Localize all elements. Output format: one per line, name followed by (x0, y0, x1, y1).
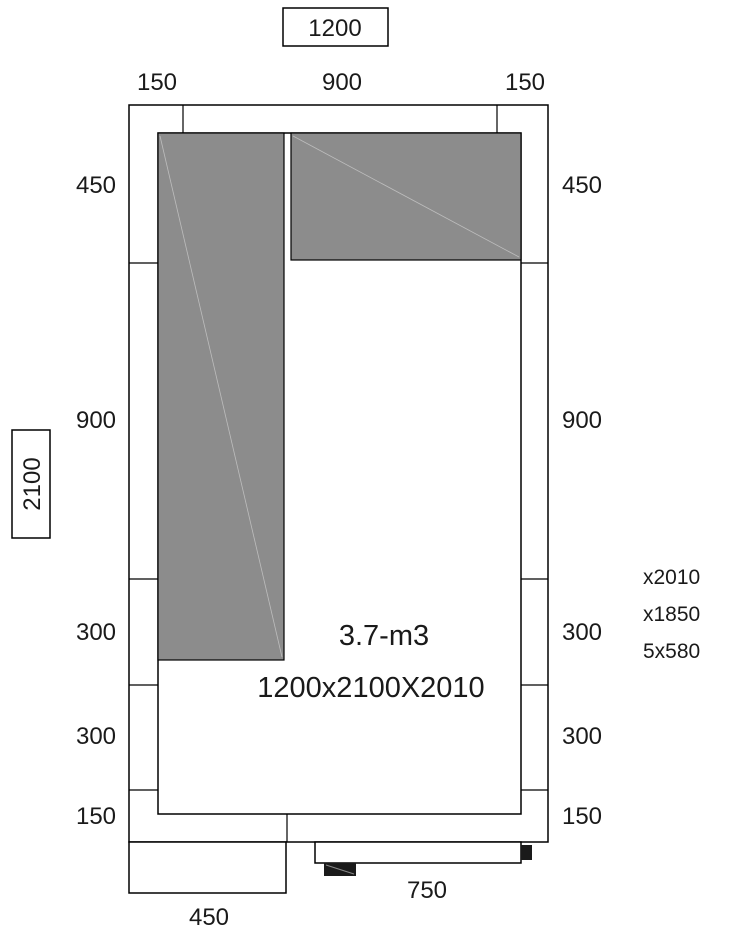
shelf-top-right-diagonal (292, 135, 520, 258)
total-width-box (282, 7, 389, 47)
top-dim-left: 150 (137, 69, 177, 96)
right-dim-1: 450 (562, 172, 602, 199)
left-dim-4: 300 (76, 723, 116, 750)
right-dim-3: 300 (562, 619, 602, 646)
left-dim-5: 150 (76, 803, 116, 830)
right-dim-4: 300 (562, 723, 602, 750)
right-dim-2: 900 (562, 407, 602, 434)
shelf-left-diagonal (159, 135, 283, 658)
right-dim-5: 150 (562, 803, 602, 830)
floor-extension (128, 841, 287, 894)
side-note-1: x2010 (643, 566, 700, 589)
side-note-2: x1850 (643, 603, 700, 626)
volume-label: 3.7-m3 (339, 620, 429, 652)
side-note-3: 5x580 (643, 640, 700, 663)
total-depth-label: 2100 (19, 457, 46, 510)
top-dim-right: 150 (505, 69, 545, 96)
door-hinge-left-mark (325, 864, 355, 875)
total-depth-box (11, 429, 51, 539)
top-dim-center: 900 (322, 69, 362, 96)
left-dim-1: 450 (76, 172, 116, 199)
door (314, 841, 522, 864)
dimensions-label: 1200x2100X2010 (257, 672, 484, 704)
left-dim-2: 900 (76, 407, 116, 434)
left-dim-3: 300 (76, 619, 116, 646)
bottom-left-dim: 450 (189, 904, 229, 929)
total-width-label: 1200 (308, 15, 361, 42)
door-dim: 750 (407, 877, 447, 904)
door-hinge-right (521, 845, 532, 860)
